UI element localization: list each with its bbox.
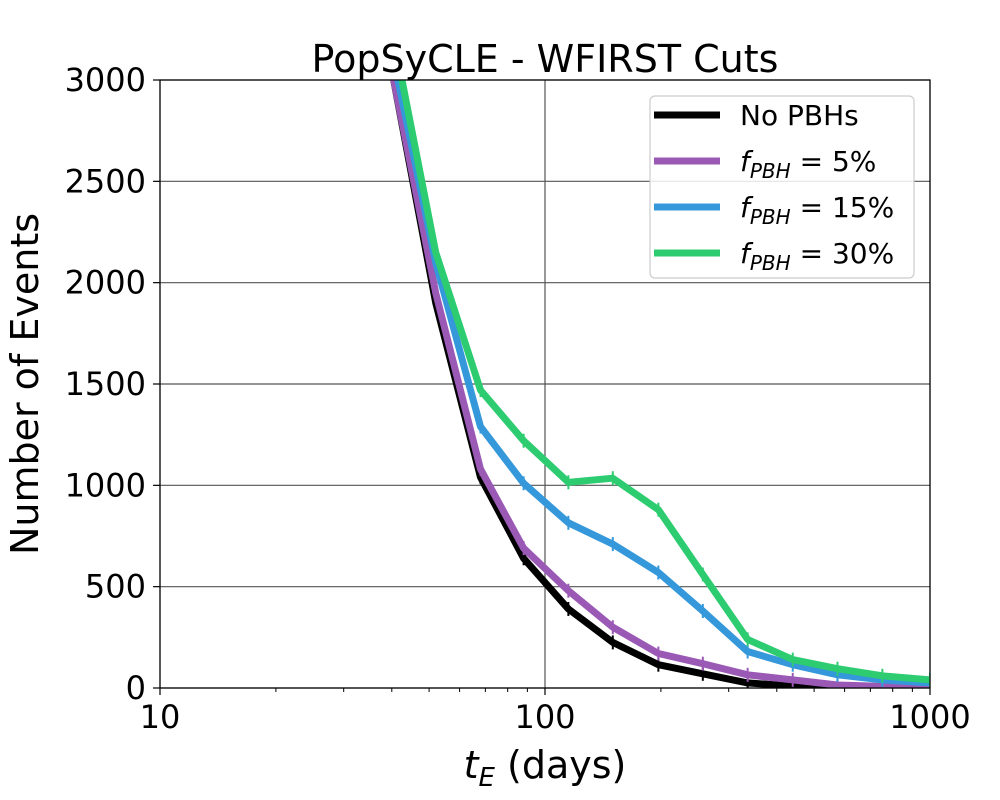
y-tick-label: 2000: [65, 264, 146, 302]
y-tick-label: 2500: [65, 162, 146, 200]
chart-title: PopSyCLE - WFIRST Cuts: [312, 37, 779, 81]
x-axis-label: tE (days): [464, 743, 627, 793]
y-axis-label: Number of Events: [3, 213, 47, 555]
x-tick-label: 10: [140, 698, 181, 736]
y-tick-label: 1500: [65, 365, 146, 403]
series-lines: [390, 80, 930, 688]
y-tick-label: 500: [85, 568, 146, 606]
ticks: [153, 79, 931, 695]
x-tick-label: 1000: [889, 698, 970, 736]
x-tick-label: 100: [514, 698, 575, 736]
legend-label: fPBH = 15%: [740, 191, 894, 229]
y-tick-label: 0: [126, 669, 146, 707]
y-tick-label: 3000: [65, 61, 146, 99]
legend-label: No PBHs: [740, 99, 859, 132]
y-tick-label: 1000: [65, 466, 146, 504]
tick-labels: 0 500 1000 1500 2000 2500 3000 10 100 1000: [65, 61, 971, 736]
legend-box: [649, 95, 915, 279]
